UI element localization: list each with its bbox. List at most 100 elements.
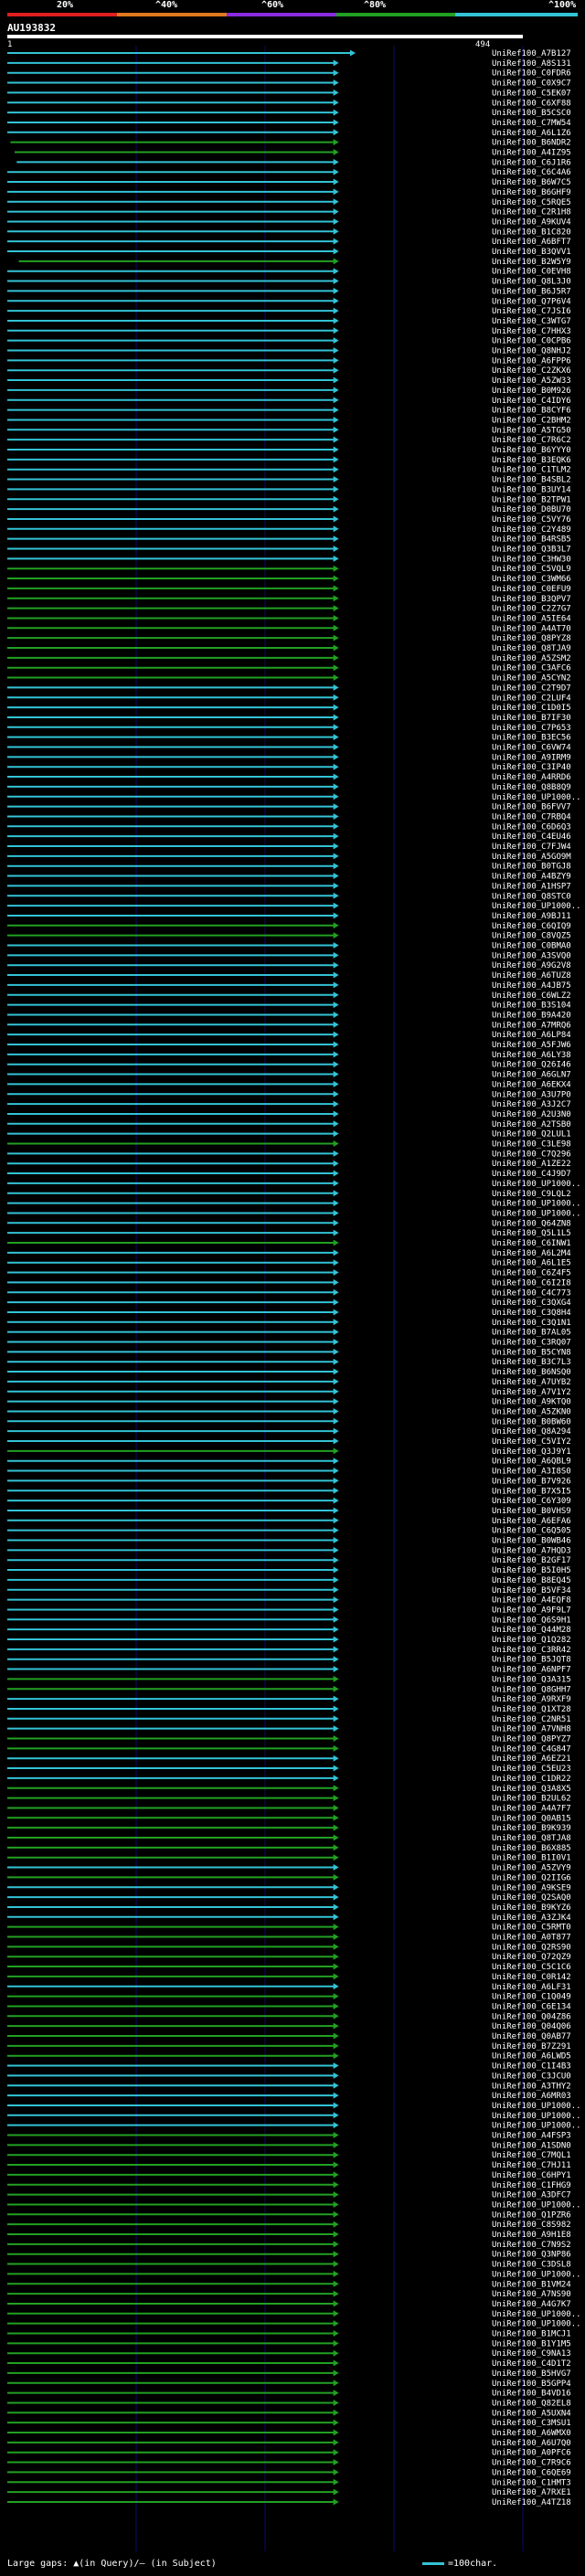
hit-row[interactable]: UniRef100_C1D0I5 xyxy=(7,704,571,713)
hit-row[interactable]: UniRef100_C6QIQ9 xyxy=(7,922,571,931)
hit-row[interactable]: UniRef100_B1I0V1 xyxy=(7,1854,571,1863)
hit-row[interactable]: UniRef100_A0PFC6 xyxy=(7,2449,571,2458)
hit-row[interactable]: UniRef100_Q44M28 xyxy=(7,1626,571,1635)
hit-row[interactable]: UniRef100_C3MSU1 xyxy=(7,2419,571,2428)
hit-row[interactable]: UniRef100_B2GF17 xyxy=(7,1556,571,1565)
hit-row[interactable]: UniRef100_Q3A315 xyxy=(7,1675,571,1684)
hit-row[interactable]: UniRef100_Q3B3L7 xyxy=(7,546,571,555)
hit-row[interactable]: UniRef100_C1FHG9 xyxy=(7,2181,571,2190)
hit-row[interactable]: UniRef100_A6LWD5 xyxy=(7,2052,571,2062)
hit-row[interactable]: UniRef100_C4G847 xyxy=(7,1744,571,1754)
hit-row[interactable]: UniRef100_UP1000.. xyxy=(7,2320,581,2329)
hit-row[interactable]: UniRef100_C3Q8H4 xyxy=(7,1309,571,1318)
hit-row[interactable]: UniRef100_C3RQ07 xyxy=(7,1339,571,1348)
hit-row[interactable]: UniRef100_C5RMT0 xyxy=(7,1924,571,1933)
hit-row[interactable]: UniRef100_Q8GHH7 xyxy=(7,1685,571,1694)
hit-row[interactable]: UniRef100_Q2RS90 xyxy=(7,1943,571,1952)
hit-row[interactable]: UniRef100_C7N9S2 xyxy=(7,2241,571,2250)
hit-row[interactable]: UniRef100_Q3NP86 xyxy=(7,2251,571,2260)
hit-row[interactable]: UniRef100_UP1000.. xyxy=(7,2102,581,2111)
hit-row[interactable]: UniRef100_B7Z291 xyxy=(7,2042,571,2051)
hit-row[interactable]: UniRef100_B5I0H5 xyxy=(7,1566,571,1575)
hit-row[interactable]: UniRef100_A4A7F7 xyxy=(7,1804,571,1813)
hit-row[interactable]: UniRef100_A0T877 xyxy=(7,1934,571,1943)
hit-row[interactable]: UniRef100_C5VY76 xyxy=(7,515,571,525)
hit-row[interactable]: UniRef100_C3WTG7 xyxy=(7,317,571,326)
hit-row[interactable]: UniRef100_A6TUZ8 xyxy=(7,971,571,981)
hit-row[interactable]: UniRef100_A9BJ11 xyxy=(7,912,571,921)
hit-row[interactable]: UniRef100_B6NDR2 xyxy=(10,139,571,148)
hit-row[interactable]: UniRef100_C4IDY6 xyxy=(7,397,571,406)
hit-row[interactable]: UniRef100_A5ZVY9 xyxy=(7,1864,571,1873)
hit-row[interactable]: UniRef100_C7P653 xyxy=(7,724,571,733)
hit-row[interactable]: UniRef100_A4BZY9 xyxy=(7,873,571,882)
hit-row[interactable]: UniRef100_Q8TJA8 xyxy=(7,1834,571,1843)
hit-row[interactable]: UniRef100_UP1000.. xyxy=(7,2310,581,2319)
hit-row[interactable]: UniRef100_C6Y309 xyxy=(7,1497,571,1506)
hit-row[interactable]: UniRef100_B8EQ45 xyxy=(7,1576,571,1585)
hit-row[interactable]: UniRef100_C6INW1 xyxy=(7,1239,571,1248)
hit-row[interactable]: UniRef100_B7X5I5 xyxy=(7,1487,571,1496)
hit-row[interactable]: UniRef100_Q8B8Q9 xyxy=(7,783,571,792)
hit-row[interactable]: UniRef100_A9KSE9 xyxy=(7,1883,571,1892)
hit-row[interactable]: UniRef100_Q1PZR6 xyxy=(7,2210,571,2220)
hit-row[interactable]: UniRef100_C7FJW4 xyxy=(7,843,571,852)
hit-row[interactable]: UniRef100_A9G2V8 xyxy=(7,961,571,970)
hit-row[interactable]: UniRef100_A5UXN4 xyxy=(7,2409,571,2418)
hit-row[interactable]: UniRef100_UP1000.. xyxy=(7,793,581,802)
hit-row[interactable]: UniRef100_C6Z4F5 xyxy=(7,1269,571,1278)
hit-row[interactable]: UniRef100_C2ZKX6 xyxy=(7,366,571,376)
hit-row[interactable]: UniRef100_UP1000.. xyxy=(7,1209,581,1218)
hit-row[interactable]: UniRef100_A5IE64 xyxy=(7,614,571,623)
hit-row[interactable]: UniRef100_Q3A8X5 xyxy=(7,1785,571,1794)
hit-row[interactable]: UniRef100_C1DR22 xyxy=(7,1775,571,1784)
hit-row[interactable]: UniRef100_C6Q505 xyxy=(7,1527,571,1536)
hit-row[interactable]: UniRef100_A4IZ95 xyxy=(15,149,571,158)
hit-row[interactable]: UniRef100_A5ZSM2 xyxy=(7,654,571,663)
hit-row[interactable]: UniRef100_C8S982 xyxy=(7,2221,571,2230)
hit-row[interactable]: UniRef100_A6EKX4 xyxy=(7,1080,571,1089)
hit-row[interactable]: UniRef100_A6L1Z6 xyxy=(7,129,571,138)
hit-row[interactable]: UniRef100_B3S104 xyxy=(7,1002,571,1011)
hit-row[interactable]: UniRef100_Q64ZN8 xyxy=(7,1219,571,1228)
hit-row[interactable]: UniRef100_Q8A294 xyxy=(7,1427,571,1436)
hit-row[interactable]: UniRef100_C4J9D7 xyxy=(7,1170,571,1179)
hit-row[interactable]: UniRef100_C3AFC6 xyxy=(7,664,571,673)
hit-row[interactable]: UniRef100_B6YYY0 xyxy=(7,446,571,455)
hit-row[interactable]: UniRef100_B5CSC0 xyxy=(7,109,571,118)
hit-row[interactable]: UniRef100_B0VHS9 xyxy=(7,1507,571,1516)
hit-row[interactable]: UniRef100_B4RSB5 xyxy=(7,535,571,545)
hit-row[interactable]: UniRef100_B4SBL2 xyxy=(7,476,571,485)
hit-row[interactable]: UniRef100_A6QBL9 xyxy=(7,1458,571,1467)
hit-row[interactable]: UniRef100_B4VD16 xyxy=(7,2390,571,2399)
hit-row[interactable]: UniRef100_Q72QZ9 xyxy=(7,1953,571,1962)
hit-row[interactable]: UniRef100_C7MW54 xyxy=(7,119,571,128)
hit-row[interactable]: UniRef100_A7MRQ6 xyxy=(7,1021,571,1030)
hit-row[interactable]: UniRef100_A4RRD6 xyxy=(7,773,571,782)
hit-row[interactable]: UniRef100_C6J1R6 xyxy=(16,158,571,167)
hit-row[interactable]: UniRef100_Q82EL8 xyxy=(7,2399,571,2408)
hit-row[interactable]: UniRef100_A6LP84 xyxy=(7,1031,571,1040)
hit-row[interactable]: UniRef100_Q2SAQ0 xyxy=(7,1893,571,1903)
hit-row[interactable]: UniRef100_B5JQT8 xyxy=(7,1656,571,1665)
hit-row[interactable]: UniRef100_A4G7K7 xyxy=(7,2300,571,2309)
hit-row[interactable]: UniRef100_C5C1C6 xyxy=(7,1963,571,1972)
hit-row[interactable]: UniRef100_C2NR51 xyxy=(7,1715,571,1724)
hit-row[interactable]: UniRef100_A6WMX0 xyxy=(7,2429,571,2438)
hit-row[interactable]: UniRef100_C5RQE5 xyxy=(7,198,571,207)
hit-row[interactable]: UniRef100_B5HVG7 xyxy=(7,2369,571,2379)
hit-row[interactable]: UniRef100_C7RBQ4 xyxy=(7,812,571,822)
hit-row[interactable]: UniRef100_C5EK07 xyxy=(7,89,571,98)
hit-row[interactable]: UniRef100_A9RXF9 xyxy=(7,1695,571,1704)
hit-row[interactable]: UniRef100_Q6S9H1 xyxy=(7,1616,571,1625)
hit-row[interactable]: UniRef100_A7B127 xyxy=(7,49,571,58)
hit-row[interactable]: UniRef100_A9IRM9 xyxy=(7,753,571,762)
hit-row[interactable]: UniRef100_A9H1E8 xyxy=(7,2231,571,2240)
hit-row[interactable]: UniRef100_UP1000.. xyxy=(7,902,581,911)
hit-row[interactable]: UniRef100_C2Z7G7 xyxy=(7,605,571,614)
hit-row[interactable]: UniRef100_C3IP40 xyxy=(7,763,571,772)
hit-row[interactable]: UniRef100_Q04Q06 xyxy=(7,2022,571,2031)
hit-row[interactable]: UniRef100_B8CYF6 xyxy=(7,407,571,416)
hit-row[interactable]: UniRef100_Q3J9Y1 xyxy=(7,1447,571,1457)
hit-row[interactable]: UniRef100_C0CPB6 xyxy=(7,337,571,346)
